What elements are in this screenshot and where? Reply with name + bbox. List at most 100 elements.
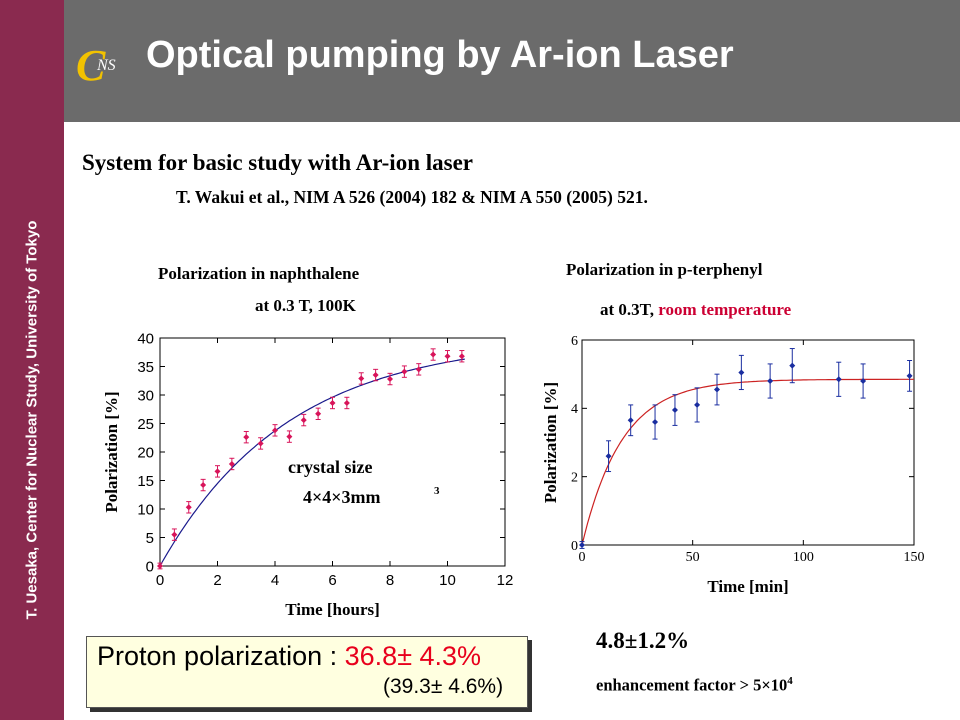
data-marker xyxy=(652,419,659,425)
data-marker xyxy=(694,401,701,408)
chart1-fit-curve xyxy=(581,378,914,546)
x-tick-label: 10 xyxy=(439,572,456,589)
data-marker xyxy=(458,353,465,360)
chart0-y-axis-label: Polarization [%] xyxy=(102,391,121,512)
data-marker xyxy=(343,399,350,406)
y-tick-label: 30 xyxy=(137,387,154,404)
data-marker xyxy=(272,427,278,434)
crystal-size-exponent: 3 xyxy=(434,485,440,497)
pterphenyl-polarization-value: 4.8±1.2% xyxy=(596,628,690,653)
data-point xyxy=(579,541,585,549)
data-marker xyxy=(714,386,721,393)
x-tick-label: 4 xyxy=(271,572,279,589)
data-marker xyxy=(257,440,264,447)
data-marker xyxy=(835,376,842,383)
svg-text:NS: NS xyxy=(96,57,116,74)
chart0-frame xyxy=(159,337,506,567)
chart0-x-axis-label: Time [hours] xyxy=(285,600,380,619)
enhancement-factor: enhancement factor > 5×104 xyxy=(596,675,793,696)
proton-polarization-box: Proton polarization : 36.8± 4.3% (39.3± … xyxy=(86,636,528,708)
data-point xyxy=(671,394,678,426)
data-marker xyxy=(430,351,437,358)
page-title: Optical pumping by Ar-ion Laser xyxy=(146,34,734,76)
cns-logo-icon: C NS xyxy=(76,41,116,88)
data-marker xyxy=(415,366,422,373)
x-tick-label: 2 xyxy=(213,572,221,589)
x-tick-label: 0 xyxy=(579,550,586,565)
data-point xyxy=(200,478,207,492)
data-point xyxy=(228,457,235,471)
title-bar: C NS Optical pumping by Ar-ion Laser xyxy=(64,0,960,122)
y-tick-label: 2 xyxy=(571,471,578,486)
data-point xyxy=(300,413,307,427)
data-point xyxy=(315,407,322,421)
data-point xyxy=(372,368,379,382)
sidebar-band: T. Uesaka, Center for Nuclear Study, Uni… xyxy=(0,0,64,720)
svg-text:C: C xyxy=(76,41,106,88)
reference-citation: T. Wakui et al., NIM A 526 (2004) 182 & … xyxy=(176,187,648,207)
proton-polarization-label: Proton polarization : xyxy=(97,641,345,671)
data-point xyxy=(835,361,842,397)
data-marker xyxy=(387,376,393,383)
x-tick-label: 100 xyxy=(793,550,814,565)
data-point xyxy=(627,404,634,437)
y-tick-label: 10 xyxy=(137,501,154,518)
y-tick-label: 0 xyxy=(146,558,154,575)
pterphenyl-chart-subtitle: at 0.3T, room temperature xyxy=(600,300,791,320)
data-point xyxy=(401,365,408,378)
crystal-size-value: 4×4×3mm xyxy=(303,487,381,507)
pterphenyl-chart-title: Polarization in p-terphenyl xyxy=(566,260,763,279)
y-tick-label: 4 xyxy=(571,402,578,417)
data-point xyxy=(286,430,293,443)
data-marker xyxy=(605,453,612,460)
enhancement-exponent: 4 xyxy=(787,675,793,687)
x-tick-label: 0 xyxy=(156,572,164,589)
data-marker xyxy=(329,399,336,406)
data-point xyxy=(272,424,278,437)
data-point xyxy=(458,350,465,363)
chart0-fit-curve xyxy=(159,358,465,567)
data-marker xyxy=(358,375,365,382)
data-point xyxy=(789,348,796,384)
data-point xyxy=(652,404,659,440)
data-point xyxy=(767,363,774,399)
data-marker xyxy=(286,433,293,440)
y-tick-label: 25 xyxy=(137,416,154,433)
data-marker xyxy=(738,369,745,376)
naphthalene-chart-title: Polarization in naphthalene xyxy=(158,264,360,283)
pterphenyl-chart: 0 50 100 150 0 2 4 6 Time [min] Polarization [%] xyxy=(541,334,925,596)
data-point xyxy=(157,562,163,570)
data-point xyxy=(358,372,365,385)
y-tick-label: 6 xyxy=(571,334,578,349)
data-marker xyxy=(228,460,235,467)
data-marker xyxy=(627,417,634,424)
data-point xyxy=(387,372,393,386)
data-marker xyxy=(671,407,678,414)
chart1-y-axis-label: Polarization [%] xyxy=(541,382,560,503)
proton-polarization-value: 36.8± 4.3% xyxy=(344,641,482,671)
data-point xyxy=(430,348,437,361)
x-tick-label: 50 xyxy=(686,550,700,565)
data-point xyxy=(171,528,178,541)
y-tick-label: 35 xyxy=(137,359,154,376)
data-point xyxy=(214,465,221,478)
data-point xyxy=(185,501,192,514)
data-marker xyxy=(789,362,796,369)
data-marker xyxy=(200,482,207,489)
data-marker xyxy=(171,531,178,538)
data-point xyxy=(329,396,336,410)
data-point xyxy=(906,360,913,392)
data-marker xyxy=(300,417,307,424)
chart1-frame xyxy=(581,339,915,546)
data-point xyxy=(738,354,745,391)
x-tick-label: 12 xyxy=(497,572,514,589)
data-marker xyxy=(401,368,408,375)
x-tick-label: 150 xyxy=(904,550,925,565)
data-point xyxy=(257,437,264,450)
data-marker xyxy=(214,468,221,475)
pterphenyl-subtitle-highlight: room temperature xyxy=(658,300,792,319)
data-marker xyxy=(185,504,192,511)
x-tick-label: 8 xyxy=(386,572,394,589)
enhancement-factor-text: enhancement factor > 5×10 xyxy=(596,675,788,695)
